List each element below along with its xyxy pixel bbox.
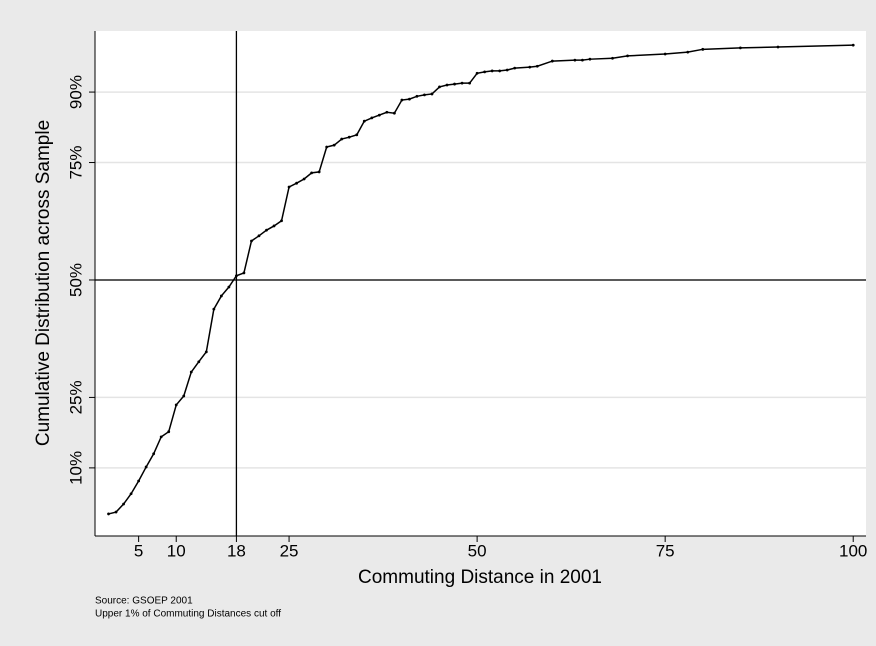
data-point bbox=[686, 50, 690, 54]
data-point bbox=[122, 502, 125, 506]
data-point bbox=[611, 56, 614, 60]
data-point bbox=[370, 116, 374, 120]
y-axis-title: Cumulative Distribution across Sample bbox=[33, 120, 54, 446]
y-tick-label: 75% bbox=[66, 146, 85, 180]
data-point bbox=[385, 110, 389, 114]
data-point bbox=[227, 285, 231, 289]
data-point bbox=[483, 70, 487, 74]
data-point bbox=[445, 83, 449, 87]
data-point bbox=[573, 58, 577, 62]
data-point bbox=[626, 54, 629, 58]
data-point bbox=[340, 137, 344, 141]
data-point bbox=[701, 47, 705, 51]
data-point bbox=[167, 430, 171, 434]
data-point bbox=[851, 43, 855, 47]
data-point bbox=[513, 66, 517, 70]
data-point bbox=[302, 177, 306, 181]
data-point bbox=[212, 307, 216, 311]
data-point bbox=[235, 274, 238, 278]
data-point bbox=[159, 435, 163, 439]
data-point bbox=[528, 65, 532, 69]
data-point bbox=[265, 228, 268, 232]
data-point bbox=[505, 68, 509, 72]
data-point bbox=[355, 133, 359, 137]
data-point bbox=[280, 219, 283, 223]
data-point bbox=[182, 394, 186, 398]
y-tick-label: 25% bbox=[66, 380, 85, 414]
data-point bbox=[197, 360, 201, 364]
data-point bbox=[408, 97, 411, 101]
data-point bbox=[219, 294, 223, 298]
data-point bbox=[257, 234, 261, 238]
data-point bbox=[400, 98, 404, 102]
data-point bbox=[550, 59, 554, 63]
data-point bbox=[430, 92, 434, 96]
data-point bbox=[332, 143, 336, 147]
data-point bbox=[137, 479, 141, 483]
data-point bbox=[377, 113, 381, 117]
data-point bbox=[776, 45, 780, 49]
x-tick-label: 25 bbox=[280, 541, 299, 560]
data-point bbox=[535, 64, 539, 68]
y-tick-label: 10% bbox=[66, 451, 85, 485]
x-tick-label: 10 bbox=[167, 541, 186, 560]
data-point bbox=[317, 170, 321, 174]
data-point bbox=[347, 135, 351, 139]
x-tick-label: 5 bbox=[134, 541, 143, 560]
data-point bbox=[272, 224, 276, 228]
note: Source: GSOEP 2001 bbox=[95, 596, 193, 607]
data-point bbox=[475, 71, 479, 75]
data-point bbox=[144, 465, 148, 469]
y-tick-label: 50% bbox=[66, 263, 85, 297]
data-point bbox=[738, 46, 742, 50]
y-tick-label: 90% bbox=[66, 75, 85, 109]
data-point bbox=[152, 452, 156, 456]
data-point bbox=[453, 82, 456, 86]
data-point bbox=[581, 58, 584, 62]
data-point bbox=[204, 350, 208, 354]
data-point bbox=[310, 171, 314, 175]
data-point bbox=[438, 85, 441, 89]
data-point bbox=[663, 52, 667, 56]
data-point bbox=[423, 93, 426, 97]
data-point bbox=[325, 145, 329, 149]
data-point bbox=[129, 492, 133, 496]
data-point bbox=[174, 403, 178, 407]
data-point bbox=[498, 69, 502, 73]
data-point bbox=[460, 81, 464, 85]
data-point bbox=[287, 185, 291, 189]
data-point bbox=[114, 510, 118, 514]
data-point bbox=[295, 181, 298, 185]
x-tick-label: 100 bbox=[839, 541, 867, 560]
data-point bbox=[242, 271, 246, 275]
data-point bbox=[415, 94, 419, 98]
x-tick-label: 75 bbox=[656, 541, 675, 560]
note: Upper 1% of Commuting Distances cut off bbox=[95, 609, 281, 620]
data-point bbox=[107, 512, 110, 516]
data-point bbox=[490, 69, 494, 73]
data-point bbox=[189, 370, 193, 374]
data-point bbox=[250, 239, 253, 243]
data-point bbox=[468, 81, 471, 85]
data-point bbox=[362, 119, 366, 123]
plot-area bbox=[95, 31, 866, 536]
x-tick-label: 50 bbox=[468, 541, 487, 560]
data-point bbox=[588, 57, 592, 61]
data-point bbox=[392, 111, 396, 115]
x-axis-title: Commuting Distance in 2001 bbox=[358, 567, 602, 588]
x-tick-label: 18 bbox=[227, 541, 246, 560]
